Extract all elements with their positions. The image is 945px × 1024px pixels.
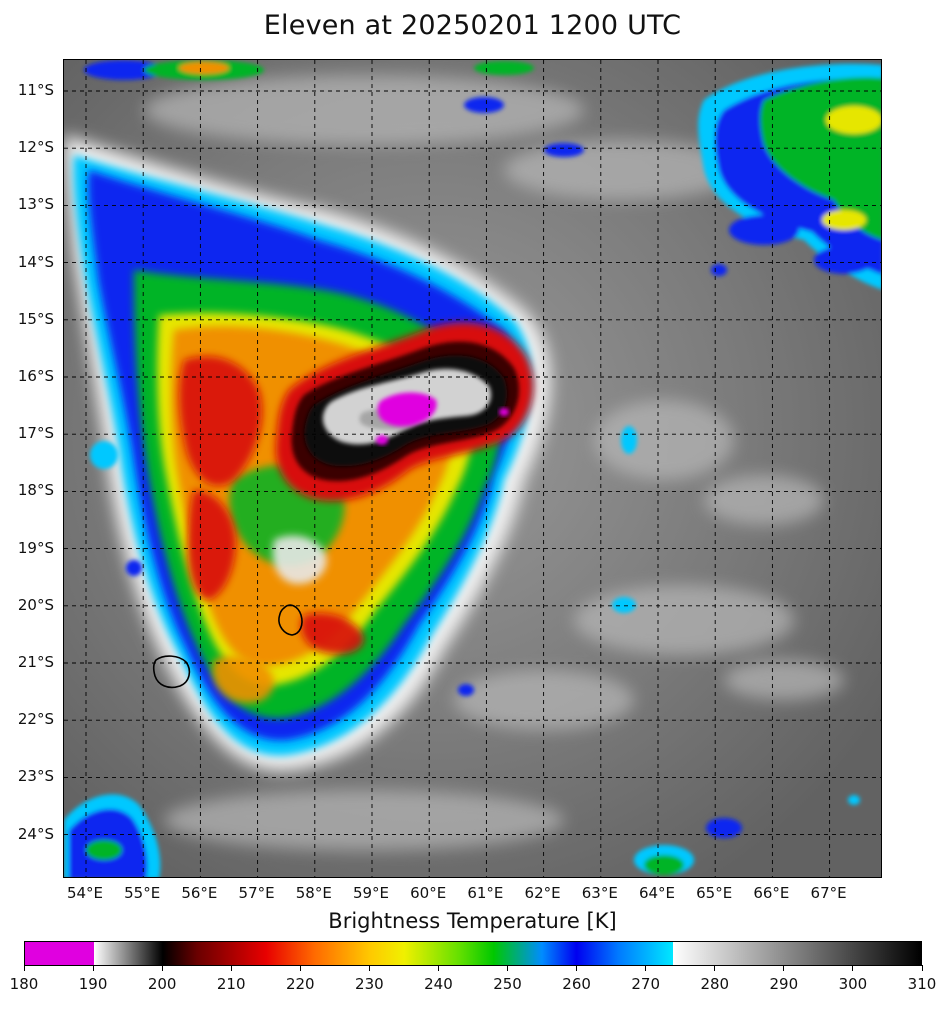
latitude-label: 22°S bbox=[17, 710, 54, 729]
colorbar-tick-label: 240 bbox=[424, 975, 453, 993]
colorbar-tick-label: 220 bbox=[285, 975, 315, 993]
latitude-label: 14°S bbox=[17, 252, 54, 271]
colorbar-tick bbox=[576, 965, 578, 971]
colorbar-tick bbox=[714, 965, 716, 971]
colorbar-tick bbox=[645, 965, 647, 971]
colorbar bbox=[24, 941, 922, 966]
longitude-label: 57°E bbox=[238, 884, 275, 902]
colorbar-tick-label: 200 bbox=[147, 975, 177, 993]
longitude-label: 54°E bbox=[66, 884, 104, 902]
latitude-label: 11°S bbox=[17, 81, 54, 99]
colorbar-tick bbox=[368, 965, 370, 971]
latitude-label: 20°S bbox=[17, 595, 54, 614]
longitude-label: 61°E bbox=[467, 884, 504, 902]
latitude-label: 16°S bbox=[17, 367, 54, 385]
colorbar-tick bbox=[852, 965, 854, 971]
colorbar-tick-label: 300 bbox=[838, 975, 868, 993]
colorbar-tick-label: 290 bbox=[769, 975, 799, 993]
latitude-label: 19°S bbox=[17, 538, 54, 557]
colorbar-tick-label: 310 bbox=[907, 975, 937, 993]
colorbar-tick-label: 190 bbox=[78, 975, 108, 993]
latitude-label: 24°S bbox=[17, 824, 54, 843]
longitude-label: 58°E bbox=[295, 884, 332, 902]
colorbar-tick-label: 180 bbox=[9, 975, 39, 993]
colorbar-tick bbox=[299, 965, 301, 971]
longitude-label: 65°E bbox=[696, 884, 733, 902]
colorbar-tick-label: 280 bbox=[700, 975, 730, 993]
image-title: Eleven at 20250201 1200 UTC bbox=[263, 10, 682, 41]
colorbar-tick-label: 230 bbox=[355, 975, 384, 993]
latitude-label: 23°S bbox=[17, 767, 54, 786]
longitude-label: 56°E bbox=[181, 884, 218, 902]
colorbar-tick bbox=[783, 965, 785, 971]
colorbar-tick bbox=[230, 965, 232, 971]
longitude-label: 63°E bbox=[581, 884, 618, 902]
colorbar-tick bbox=[437, 965, 439, 971]
colorbar-tick-label: 250 bbox=[493, 975, 522, 993]
latitude-label: 12°S bbox=[17, 138, 54, 157]
latitude-label: 15°S bbox=[17, 309, 54, 328]
colorbar-tick bbox=[161, 965, 163, 971]
satellite-map bbox=[63, 59, 882, 878]
colorbar-tick bbox=[921, 965, 923, 971]
colorbar-tick-label: 260 bbox=[562, 975, 591, 993]
reunion-coastline bbox=[152, 655, 191, 689]
colorbar-tick bbox=[23, 965, 25, 971]
longitude-label: 67°E bbox=[810, 884, 847, 902]
latitude-label: 18°S bbox=[17, 481, 54, 500]
colorbar-tick-label: 270 bbox=[631, 975, 660, 993]
mauritius-coastline bbox=[278, 604, 303, 636]
graticule bbox=[64, 60, 881, 877]
colorbar-tick bbox=[92, 965, 94, 971]
latitude-label: 17°S bbox=[17, 424, 54, 443]
longitude-label: 55°E bbox=[124, 884, 161, 902]
longitude-label: 59°E bbox=[352, 884, 390, 902]
longitude-label: 66°E bbox=[753, 884, 790, 902]
longitude-label: 60°E bbox=[410, 884, 447, 902]
colorbar-tick-label: 210 bbox=[216, 975, 246, 993]
convective-core bbox=[275, 322, 534, 501]
colorbar-title: Brightness Temperature [K] bbox=[328, 909, 617, 933]
latitude-label: 13°S bbox=[17, 195, 54, 214]
latitude-label: 21°S bbox=[17, 653, 54, 671]
satellite-imagery bbox=[64, 60, 881, 877]
scattered-clouds bbox=[64, 60, 881, 877]
longitude-label: 64°E bbox=[638, 884, 676, 902]
longitude-label: 62°E bbox=[524, 884, 561, 902]
colorbar-tick bbox=[507, 965, 509, 971]
